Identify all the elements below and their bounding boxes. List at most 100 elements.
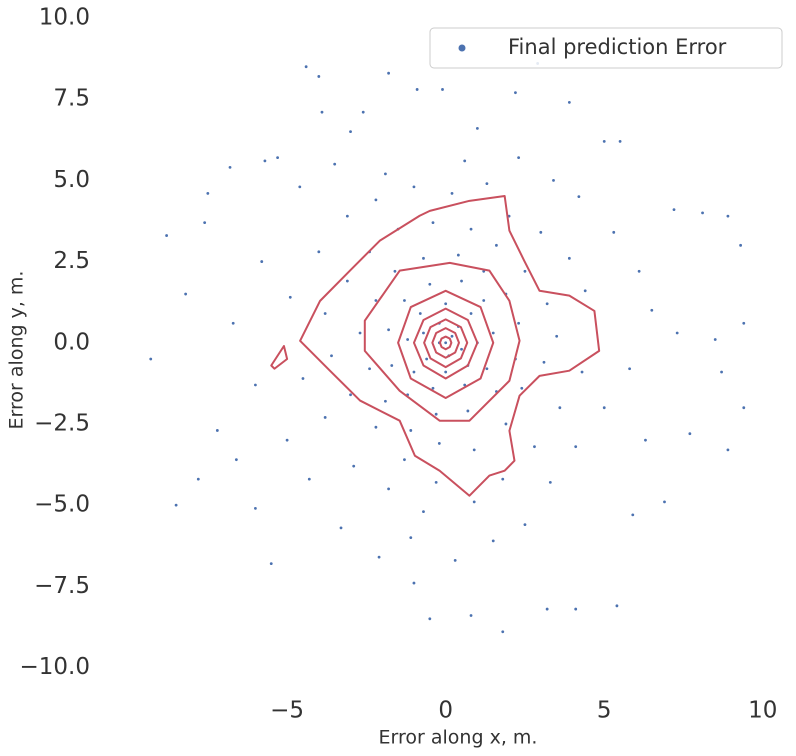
point — [422, 510, 425, 514]
point — [406, 338, 410, 341]
point — [387, 328, 390, 332]
point — [434, 412, 438, 416]
point — [215, 429, 219, 432]
point — [345, 279, 349, 283]
y-tick-label: 2.5 — [53, 248, 90, 274]
x-axis-label: Error along x, m. — [379, 727, 538, 749]
point — [501, 630, 505, 634]
point — [422, 331, 425, 335]
point — [276, 156, 279, 160]
x-tick-label: 10 — [748, 698, 777, 724]
point — [548, 481, 552, 484]
point — [409, 429, 413, 432]
point — [650, 308, 654, 312]
point — [425, 357, 429, 361]
contour — [412, 307, 479, 380]
point — [567, 256, 571, 260]
point — [475, 127, 479, 130]
x-tick-label: 5 — [597, 698, 612, 724]
point — [523, 269, 527, 273]
point — [542, 360, 546, 364]
point — [469, 312, 473, 315]
point — [612, 230, 616, 234]
point — [491, 539, 495, 543]
contour — [363, 261, 521, 422]
point — [307, 477, 311, 481]
point — [523, 523, 527, 527]
point — [387, 487, 390, 491]
point — [317, 75, 321, 78]
point — [384, 399, 387, 403]
point — [450, 334, 454, 338]
point — [726, 448, 730, 452]
point — [393, 269, 397, 273]
point — [206, 191, 210, 195]
legend-marker — [458, 44, 466, 52]
point — [504, 422, 508, 426]
point — [431, 221, 435, 224]
point — [403, 458, 406, 462]
point — [231, 321, 235, 325]
y-tick-label: 7.5 — [53, 86, 90, 112]
point — [415, 88, 419, 91]
point — [228, 165, 232, 169]
point — [472, 500, 476, 504]
point — [555, 334, 559, 338]
point — [533, 445, 536, 449]
point — [644, 438, 647, 442]
point — [574, 607, 578, 611]
point — [358, 331, 362, 335]
point — [422, 256, 425, 260]
point — [428, 282, 432, 286]
point — [485, 367, 489, 371]
point — [418, 312, 422, 315]
point — [663, 500, 666, 504]
point — [434, 481, 438, 484]
point — [412, 581, 416, 585]
point — [387, 71, 390, 75]
point — [501, 477, 505, 481]
point — [675, 331, 679, 335]
point — [739, 243, 743, 247]
point — [558, 406, 562, 410]
point — [583, 289, 587, 293]
point — [469, 614, 473, 617]
point — [463, 159, 467, 163]
point — [567, 101, 571, 104]
point — [368, 367, 371, 371]
point — [323, 416, 327, 419]
y-tick-label: −7.5 — [34, 573, 90, 599]
point — [441, 88, 444, 91]
point — [453, 558, 457, 562]
point — [269, 562, 273, 565]
point — [323, 312, 327, 315]
point — [165, 234, 168, 237]
point — [701, 211, 704, 215]
contour — [431, 327, 460, 359]
point — [602, 406, 606, 410]
point — [349, 130, 352, 134]
point — [672, 208, 676, 212]
point — [545, 607, 549, 611]
point — [285, 438, 289, 442]
point — [615, 604, 619, 608]
point — [317, 250, 321, 254]
contour — [438, 335, 453, 351]
point — [349, 393, 352, 397]
point — [444, 302, 448, 306]
point — [472, 448, 476, 452]
point — [720, 370, 723, 374]
point — [149, 357, 153, 361]
point — [495, 243, 498, 247]
x-tick-label: 0 — [438, 698, 453, 724]
point — [742, 321, 746, 325]
point — [688, 432, 692, 436]
point — [374, 299, 378, 302]
point — [552, 178, 555, 182]
point — [301, 377, 305, 380]
point — [463, 383, 467, 387]
point — [517, 156, 521, 160]
point — [631, 513, 635, 517]
point — [713, 338, 717, 341]
